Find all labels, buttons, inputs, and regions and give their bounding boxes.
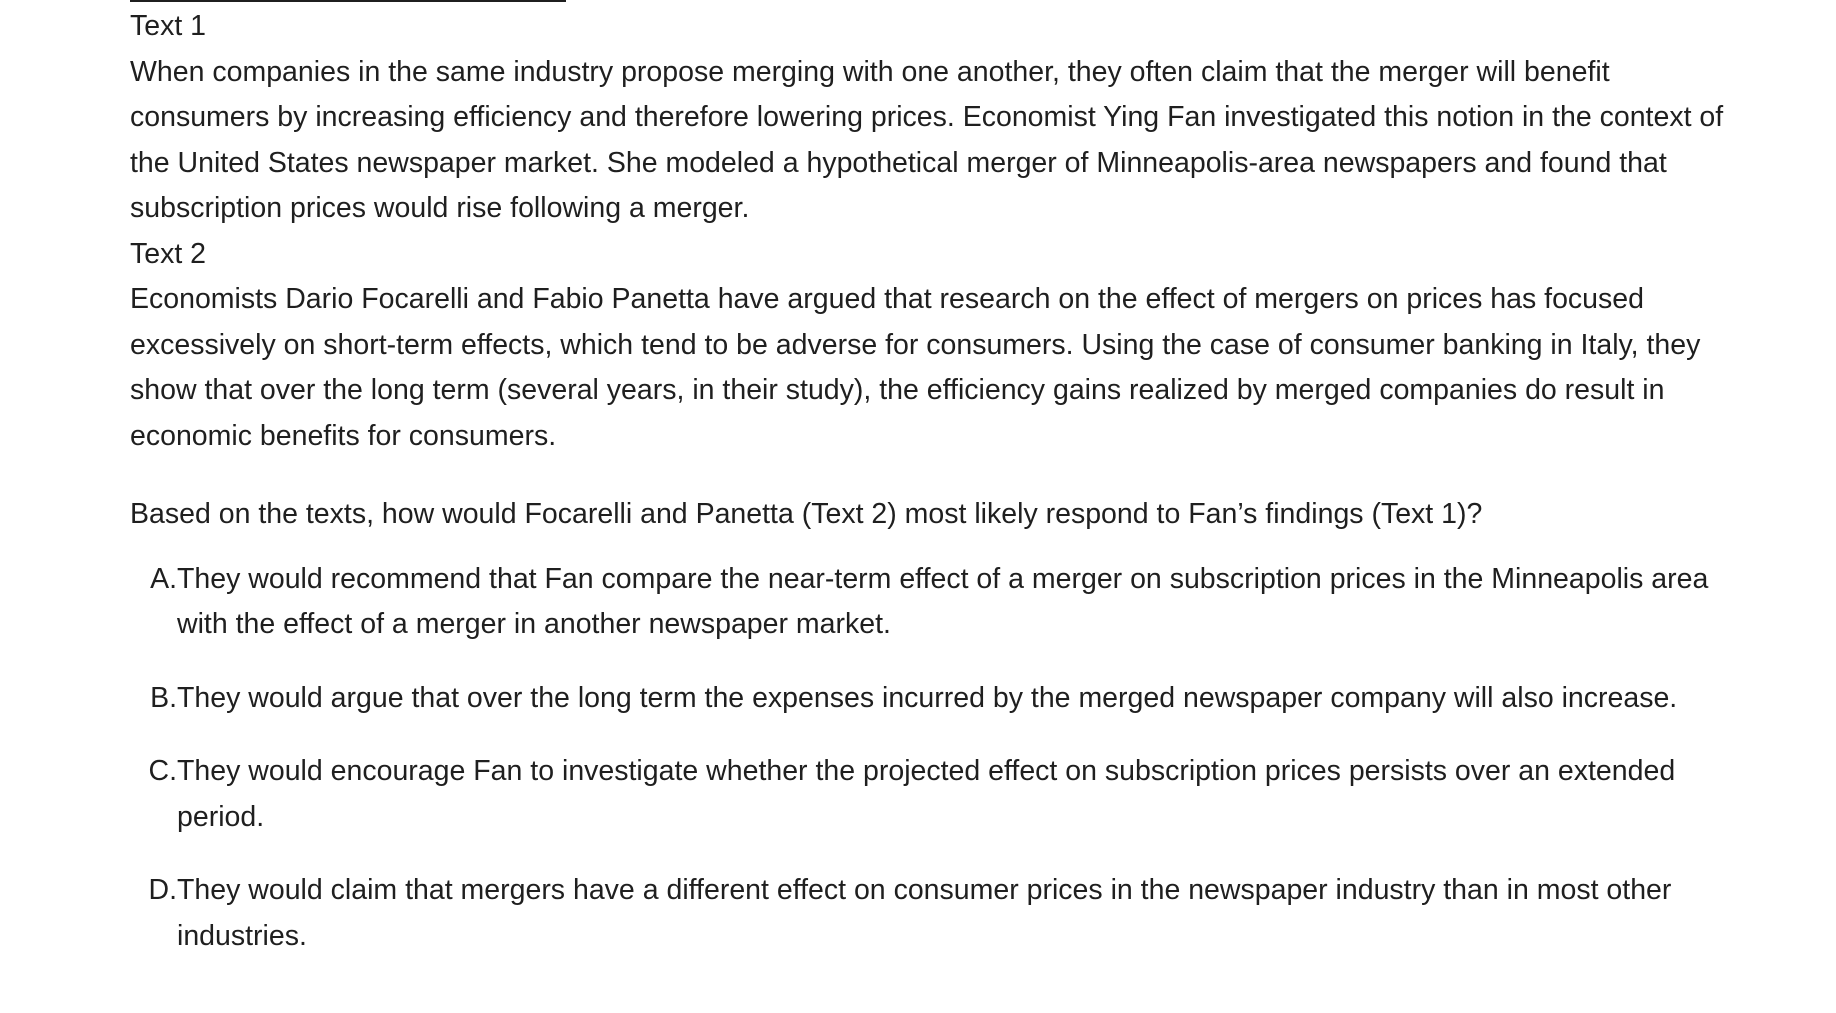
text1-label: Text 1 bbox=[130, 10, 207, 42]
option-text: They would encourage Fan to investigate … bbox=[177, 755, 1676, 833]
top-divider bbox=[130, 0, 566, 2]
option-text: They would argue that over the long term… bbox=[177, 681, 1678, 714]
question-page: Text 1 When companies in the same indust… bbox=[130, 0, 1730, 987]
option-c[interactable]: C. They would encourage Fan to investiga… bbox=[130, 749, 1730, 840]
option-letter: D. bbox=[148, 874, 178, 906]
text2-label: Text 2 bbox=[130, 237, 207, 270]
option-letter: A. bbox=[150, 562, 177, 595]
option-letter: C. bbox=[148, 755, 178, 787]
option-letter: B. bbox=[150, 681, 177, 714]
text2-passage: Text 2 Economists Dario Focarelli and Fa… bbox=[130, 232, 1730, 460]
question-prompt: Based on the texts, how would Focarelli … bbox=[130, 498, 1483, 530]
option-d[interactable]: D. They would claim that mergers have a … bbox=[130, 868, 1730, 959]
text1-body: When companies in the same industry prop… bbox=[130, 55, 1724, 225]
option-a[interactable]: A. They would recommend that Fan compare… bbox=[130, 557, 1730, 648]
answer-options: A. They would recommend that Fan compare… bbox=[130, 557, 1730, 960]
text2-body: Economists Dario Focarelli and Fabio Pan… bbox=[130, 283, 1701, 452]
option-b[interactable]: B. They would argue that over the long t… bbox=[130, 676, 1730, 722]
option-text: They would recommend that Fan compare th… bbox=[177, 562, 1709, 641]
option-text: They would claim that mergers have a dif… bbox=[177, 874, 1672, 952]
text1-passage: Text 1 When companies in the same indust… bbox=[130, 4, 1730, 232]
